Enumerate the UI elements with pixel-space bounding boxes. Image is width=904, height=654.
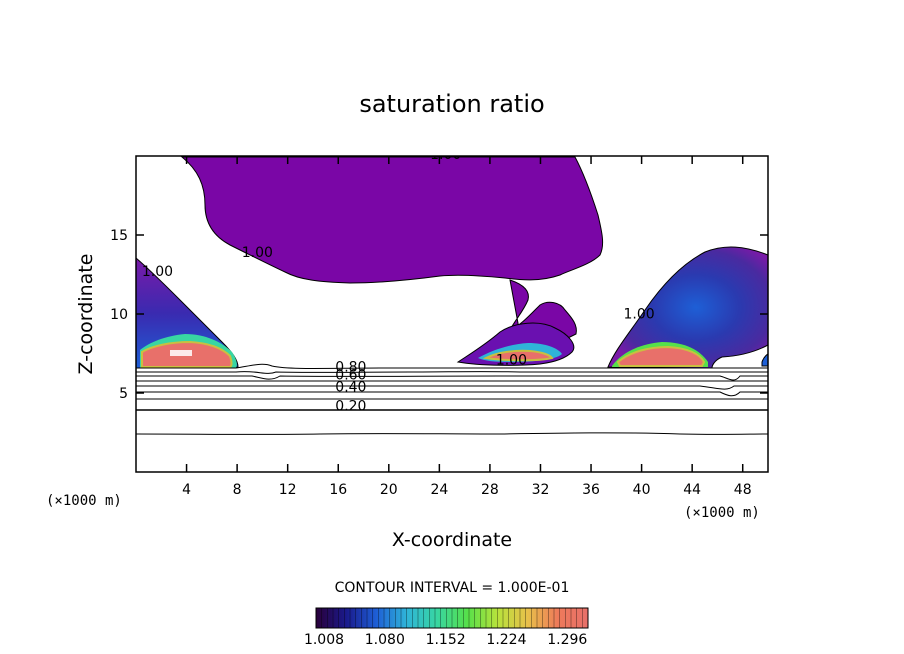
contour-label: 1.00: [242, 245, 273, 261]
right-cloud-region: [607, 246, 768, 369]
y-unit-label: (×1000 m): [46, 493, 122, 509]
y-tick-label: 5: [119, 386, 128, 402]
colorbar-tick-label: 1.008: [304, 632, 344, 648]
colorbar-tick-label: 1.224: [486, 632, 526, 648]
contour-label-layer: 1.00 1.00 1.00 1.00 1.00 0.800.600.40 0.20: [142, 147, 655, 414]
far-right-patch: [761, 353, 768, 367]
contour-interval-text: CONTOUR INTERVAL = 1.000E-01: [335, 580, 570, 596]
contour-label: 0.20: [335, 398, 366, 414]
upper-cloud-region: [180, 156, 604, 284]
colorbar-tick-label: 1.296: [547, 632, 587, 648]
y-axis: 5 10 15: [110, 228, 768, 402]
contour-label: 0.80: [335, 360, 366, 376]
contour-label: 0.40: [335, 379, 366, 395]
colorbar-tick-label: 1.152: [426, 632, 466, 648]
x-unit-label: (×1000 m): [684, 505, 760, 521]
x-tick-label: 24: [430, 482, 448, 498]
x-axis: 4 8 12 16 20 24 28 32 36 40 44 48: [182, 156, 752, 498]
colorbar-tick-label: 1.080: [365, 632, 405, 648]
contour-label: 1.00: [623, 307, 654, 323]
contour-label: 1.00: [430, 147, 461, 163]
colorbar-stripes: [321, 608, 583, 628]
y-axis-label: Z-coordinate: [75, 254, 97, 375]
y-tick-label: 10: [110, 307, 128, 323]
y-tick-label: 15: [110, 228, 128, 244]
x-tick-label: 28: [481, 482, 499, 498]
contour-label: 1.00: [496, 353, 527, 369]
contour-label: 1.00: [142, 264, 173, 280]
x-tick-label: 32: [532, 482, 550, 498]
chart-title: saturation ratio: [359, 90, 544, 118]
x-tick-label: 4: [182, 482, 191, 498]
x-tick-label: 8: [233, 482, 242, 498]
plot-area: 1.00 1.00 1.00 1.00 1.00 0.800.600.40 0.20: [136, 147, 768, 472]
x-tick-label: 16: [329, 482, 347, 498]
right-cloud-core: [616, 345, 706, 367]
x-tick-label: 40: [633, 482, 651, 498]
x-tick-label: 36: [582, 482, 600, 498]
contour-label: 0.60: [335, 368, 366, 384]
x-tick-label: 44: [683, 482, 701, 498]
left-cloud-highlight: [170, 350, 192, 356]
contour-lines: [136, 363, 768, 435]
colorbar-labels: 1.008 1.080 1.152 1.224 1.296: [304, 632, 587, 648]
middle-cloud-core: [482, 349, 554, 362]
x-tick-label: 12: [279, 482, 297, 498]
x-tick-label: 20: [380, 482, 398, 498]
x-tick-label: 48: [734, 482, 752, 498]
x-axis-label: X-coordinate: [392, 529, 512, 551]
